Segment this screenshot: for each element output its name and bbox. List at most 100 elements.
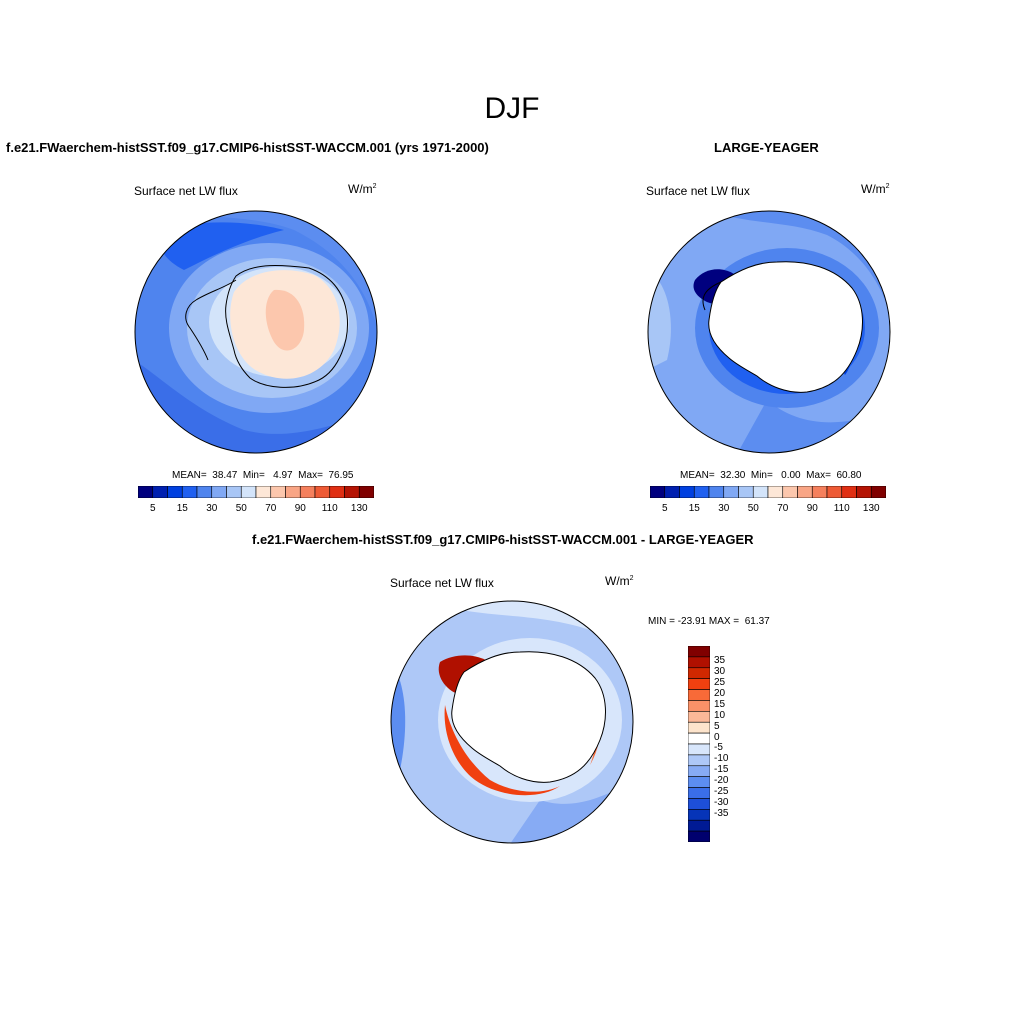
- model-colorbar-box: [181, 486, 198, 498]
- obs-colorbar-tick-label: 30: [718, 503, 730, 514]
- diff-variable-label: Surface net LW flux: [390, 576, 494, 590]
- diff-colorbar-tick-label: -20: [714, 775, 729, 787]
- diff-colorbar-box: [688, 656, 710, 669]
- obs-colorbar-box: [664, 486, 680, 498]
- model-colorbar-box: [255, 486, 272, 498]
- obs-colorbar: [650, 486, 886, 498]
- model-colorbar-tick-label: 70: [265, 503, 277, 514]
- diff-colorbar-tick-label: 25: [714, 677, 726, 689]
- diff-colorbar-box: [688, 678, 710, 690]
- diff-colorbar-tick-label: 10: [714, 709, 726, 721]
- diff-colorbar-tick-label: 0: [714, 731, 720, 743]
- season-title: DJF: [484, 92, 540, 125]
- model-panel-title: f.e21.FWaerchem-histSST.f09_g17.CMIP6-hi…: [6, 140, 489, 155]
- diff-colorbar-box: [688, 819, 710, 832]
- model-colorbar-box: [358, 486, 374, 498]
- model-colorbar-ticks: 5 15 30 50 70 90 110 130: [138, 503, 374, 517]
- diff-colorbar-box: [688, 798, 710, 810]
- model-colorbar-box: [240, 486, 257, 498]
- model-colorbar-box: [167, 486, 183, 498]
- model-colorbar-box: [329, 486, 345, 498]
- model-colorbar-box: [314, 486, 331, 498]
- obs-colorbar-tick-label: 5: [661, 503, 668, 514]
- obs-colorbar-box: [797, 486, 813, 498]
- diff-colorbar-box: [688, 830, 710, 842]
- obs-colorbar-box: [811, 486, 828, 498]
- diff-colorbar-box: [688, 700, 710, 712]
- model-colorbar-box: [152, 486, 168, 498]
- diff-colorbar-box: [688, 711, 710, 723]
- model-colorbar-box: [299, 486, 316, 498]
- obs-colorbar-box: [738, 486, 754, 498]
- diff-colorbar-tick-label: 20: [714, 688, 726, 699]
- obs-colorbar-box: [752, 486, 769, 498]
- obs-colorbar-box: [870, 486, 886, 498]
- model-colorbar-tick-label: 110: [321, 503, 338, 514]
- obs-colorbar-box: [650, 486, 666, 498]
- diff-colorbar-box: [688, 667, 710, 679]
- diff-colorbar-tick-label: -15: [714, 764, 729, 776]
- obs-colorbar-tick-label: 90: [806, 503, 818, 514]
- diff-colorbar-box: [688, 787, 710, 799]
- diff-units-label: W/m2: [605, 574, 634, 588]
- obs-colorbar-box: [782, 486, 798, 498]
- model-colorbar-box: [344, 486, 360, 498]
- obs-variable-label: Surface net LW flux: [646, 184, 750, 198]
- diff-colorbar-box: [688, 765, 710, 777]
- diff-colorbar-box: [688, 721, 710, 734]
- obs-colorbar-tick-label: 50: [747, 503, 759, 514]
- diff-colorbar-ticks: 35 30 25 20 15 10 5 0 -5 -10 -15 -20 -25 -30 -35: [714, 646, 754, 842]
- model-colorbar: [138, 486, 374, 498]
- model-colorbar-tick-label: 5: [149, 503, 156, 514]
- model-stats: MEAN= 38.47 Min= 4.97 Max= 76.95: [172, 470, 354, 481]
- diff-colorbar-tick-label: -10: [714, 753, 729, 765]
- model-colorbar-box: [285, 486, 301, 498]
- obs-colorbar-tick-label: 130: [862, 503, 880, 514]
- obs-colorbar-box: [767, 486, 784, 498]
- model-colorbar-box: [196, 486, 213, 498]
- obs-colorbar-box: [693, 486, 710, 498]
- obs-colorbar-box: [708, 486, 725, 498]
- diff-colorbar-tick-label: 35: [714, 655, 726, 667]
- obs-colorbar-box: [723, 486, 739, 498]
- diff-colorbar-box: [688, 754, 710, 767]
- diff-colorbar-tick-label: -25: [714, 786, 729, 797]
- diff-colorbar: [688, 646, 710, 842]
- diff-colorbar-box: [688, 809, 710, 821]
- obs-colorbar-ticks: 5 15 30 50 70 90 110 130: [650, 503, 886, 517]
- obs-colorbar-tick-label: 70: [777, 503, 789, 514]
- model-colorbar-tick-label: 15: [176, 503, 188, 514]
- obs-colorbar-box: [841, 486, 857, 498]
- obs-colorbar-box: [679, 486, 695, 498]
- obs-panel-title: LARGE-YEAGER: [714, 140, 819, 155]
- diff-panel-title: f.e21.FWaerchem-histSST.f09_g17.CMIP6-hi…: [252, 532, 754, 547]
- obs-colorbar-box: [826, 486, 843, 498]
- obs-stats: MEAN= 32.30 Min= 0.00 Max= 60.80: [680, 470, 862, 481]
- diff-colorbar-tick-label: -5: [714, 742, 723, 754]
- diff-stats: MIN = -23.91 MAX = 61.37: [648, 616, 770, 627]
- diff-colorbar-box: [688, 732, 710, 745]
- model-polar-map: [134, 210, 378, 454]
- diff-colorbar-tick-label: -30: [714, 796, 729, 808]
- model-units-label: W/m2: [348, 182, 377, 196]
- model-colorbar-box: [226, 486, 242, 498]
- model-colorbar-box: [270, 486, 286, 498]
- model-colorbar-box: [138, 486, 154, 498]
- diff-polar-map: [390, 600, 634, 844]
- diff-colorbar-box: [688, 743, 710, 756]
- diff-colorbar-box: [688, 776, 710, 788]
- diff-colorbar-tick-label: 15: [714, 698, 726, 710]
- obs-colorbar-box: [856, 486, 872, 498]
- obs-colorbar-tick-label: 15: [688, 503, 700, 514]
- diff-colorbar-tick-label: -35: [714, 807, 729, 819]
- model-colorbar-tick-label: 30: [206, 503, 218, 514]
- model-colorbar-tick-label: 90: [294, 503, 306, 514]
- diff-colorbar-box: [688, 689, 710, 701]
- obs-polar-map: [647, 210, 891, 454]
- diff-colorbar-tick-label: 5: [714, 720, 720, 732]
- model-variable-label: Surface net LW flux: [134, 184, 238, 198]
- obs-colorbar-tick-label: 110: [833, 503, 850, 514]
- model-colorbar-box: [211, 486, 227, 498]
- obs-units-label: W/m2: [861, 182, 890, 196]
- diff-colorbar-box: [688, 646, 710, 658]
